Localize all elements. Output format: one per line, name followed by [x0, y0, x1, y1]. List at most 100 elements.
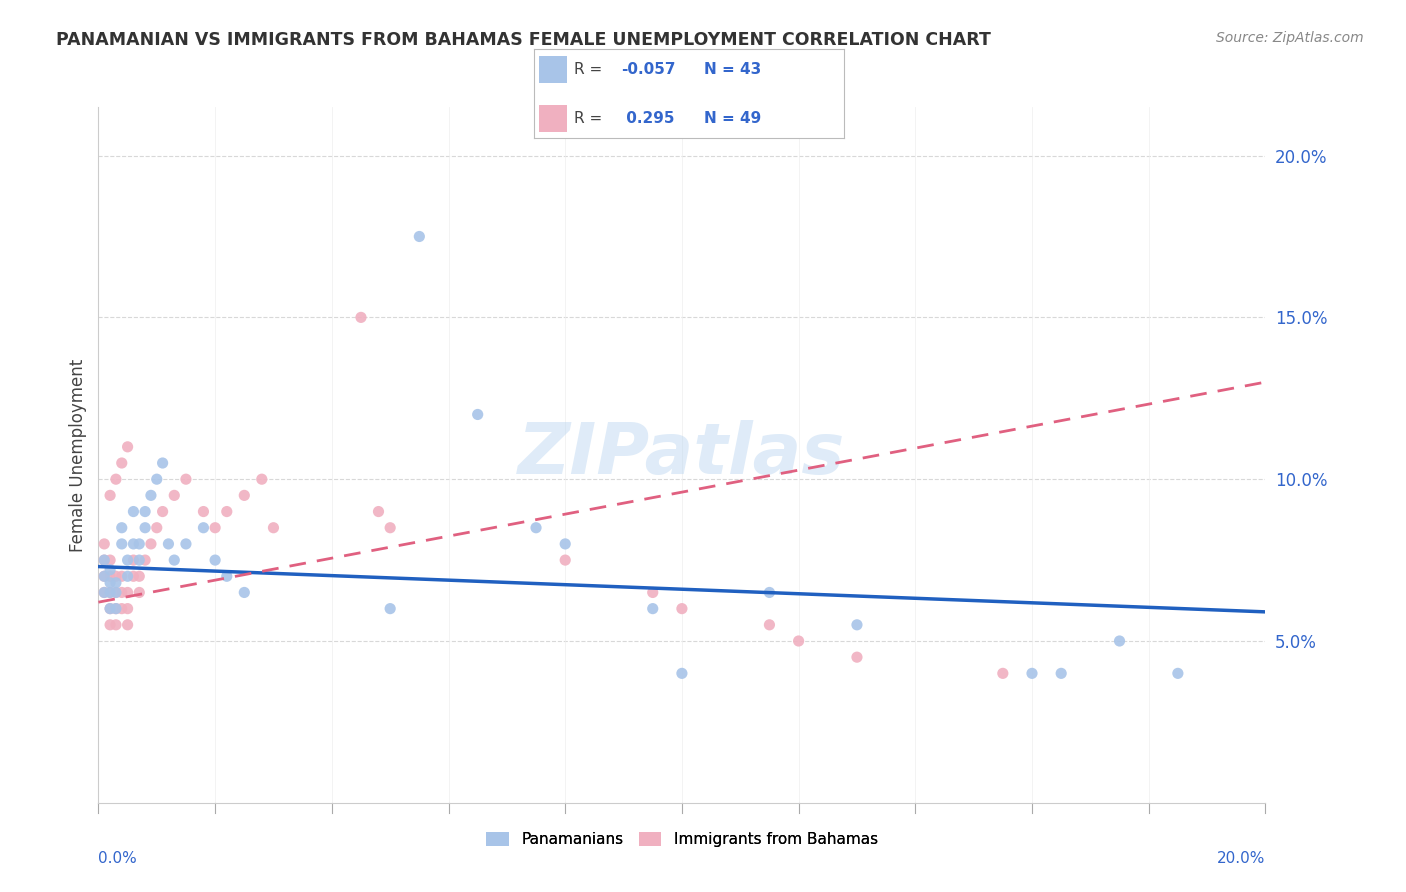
Point — [111, 537, 134, 551]
Point — [467, 408, 489, 422]
Point — [758, 585, 780, 599]
Point — [104, 601, 127, 615]
Point — [204, 521, 226, 535]
Point — [380, 601, 402, 615]
Text: PANAMANIAN VS IMMIGRANTS FROM BAHAMAS FEMALE UNEMPLOYMENT CORRELATION CHART: PANAMANIAN VS IMMIGRANTS FROM BAHAMAS FE… — [56, 31, 991, 49]
Point — [193, 504, 215, 518]
Point — [134, 504, 156, 518]
Point — [250, 472, 273, 486]
Point — [215, 504, 238, 518]
Point — [98, 601, 121, 615]
Point — [380, 521, 402, 535]
Point — [117, 569, 139, 583]
Point — [787, 634, 810, 648]
Point — [139, 537, 162, 551]
Point — [350, 310, 373, 325]
Point — [122, 553, 145, 567]
Point — [104, 575, 127, 590]
Point — [98, 617, 121, 632]
Point — [554, 553, 576, 567]
Point — [991, 666, 1014, 681]
Point — [98, 575, 121, 590]
Text: N = 49: N = 49 — [704, 111, 762, 126]
Point — [408, 229, 430, 244]
Point — [671, 666, 693, 681]
Point — [128, 537, 150, 551]
Point — [204, 553, 226, 567]
FancyBboxPatch shape — [538, 55, 567, 83]
Point — [262, 521, 284, 535]
Point — [111, 585, 134, 599]
Point — [554, 537, 576, 551]
Point — [152, 456, 174, 470]
Point — [146, 472, 169, 486]
Point — [641, 601, 664, 615]
Point — [122, 569, 145, 583]
Point — [111, 456, 134, 470]
Point — [104, 472, 127, 486]
Point — [641, 585, 664, 599]
Text: R =: R = — [575, 111, 603, 126]
Point — [193, 521, 215, 535]
Point — [122, 504, 145, 518]
Text: R =: R = — [575, 62, 603, 77]
Point — [93, 585, 115, 599]
Point — [117, 585, 139, 599]
Point — [146, 521, 169, 535]
Point — [104, 617, 127, 632]
Point — [128, 585, 150, 599]
Point — [134, 521, 156, 535]
Point — [93, 553, 115, 567]
Point — [215, 569, 238, 583]
Point — [671, 601, 693, 615]
Text: 0.295: 0.295 — [621, 111, 675, 126]
Point — [104, 569, 127, 583]
Point — [157, 537, 180, 551]
Y-axis label: Female Unemployment: Female Unemployment — [69, 359, 87, 551]
Point — [93, 553, 115, 567]
Point — [93, 537, 115, 551]
Point — [98, 563, 121, 577]
Point — [174, 537, 197, 551]
FancyBboxPatch shape — [538, 105, 567, 132]
Point — [117, 601, 139, 615]
Point — [117, 617, 139, 632]
Point — [98, 601, 121, 615]
Point — [98, 488, 121, 502]
Point — [1021, 666, 1043, 681]
Legend: Panamanians, Immigrants from Bahamas: Panamanians, Immigrants from Bahamas — [486, 832, 877, 847]
Point — [1167, 666, 1189, 681]
Point — [111, 521, 134, 535]
Point — [846, 650, 869, 665]
Point — [139, 488, 162, 502]
Point — [117, 553, 139, 567]
Point — [111, 601, 134, 615]
Point — [152, 504, 174, 518]
Point — [174, 472, 197, 486]
Point — [1108, 634, 1130, 648]
Point — [98, 569, 121, 583]
Point — [98, 553, 121, 567]
Point — [104, 585, 127, 599]
Point — [93, 569, 115, 583]
Point — [93, 585, 115, 599]
Point — [117, 440, 139, 454]
Text: ZIPatlas: ZIPatlas — [519, 420, 845, 490]
Point — [367, 504, 389, 518]
Text: -0.057: -0.057 — [621, 62, 675, 77]
Point — [163, 488, 186, 502]
Point — [846, 617, 869, 632]
Text: 0.0%: 0.0% — [98, 851, 138, 866]
Text: Source: ZipAtlas.com: Source: ZipAtlas.com — [1216, 31, 1364, 45]
Point — [104, 601, 127, 615]
Point — [98, 585, 121, 599]
Point — [98, 585, 121, 599]
Text: N = 43: N = 43 — [704, 62, 762, 77]
Point — [128, 569, 150, 583]
Point — [758, 617, 780, 632]
Point — [1050, 666, 1073, 681]
Point — [134, 553, 156, 567]
Point — [233, 585, 256, 599]
Text: 20.0%: 20.0% — [1218, 851, 1265, 866]
Point — [524, 521, 547, 535]
